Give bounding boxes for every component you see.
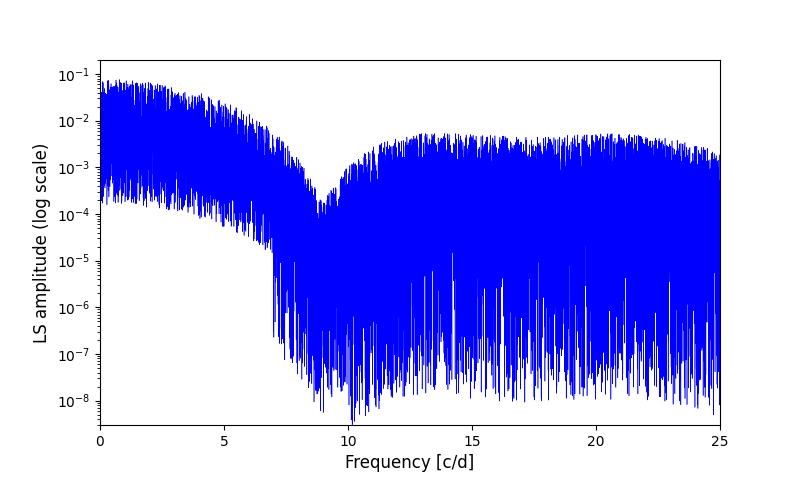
Y-axis label: LS amplitude (log scale): LS amplitude (log scale) [34, 142, 51, 342]
X-axis label: Frequency [c/d]: Frequency [c/d] [346, 454, 474, 472]
